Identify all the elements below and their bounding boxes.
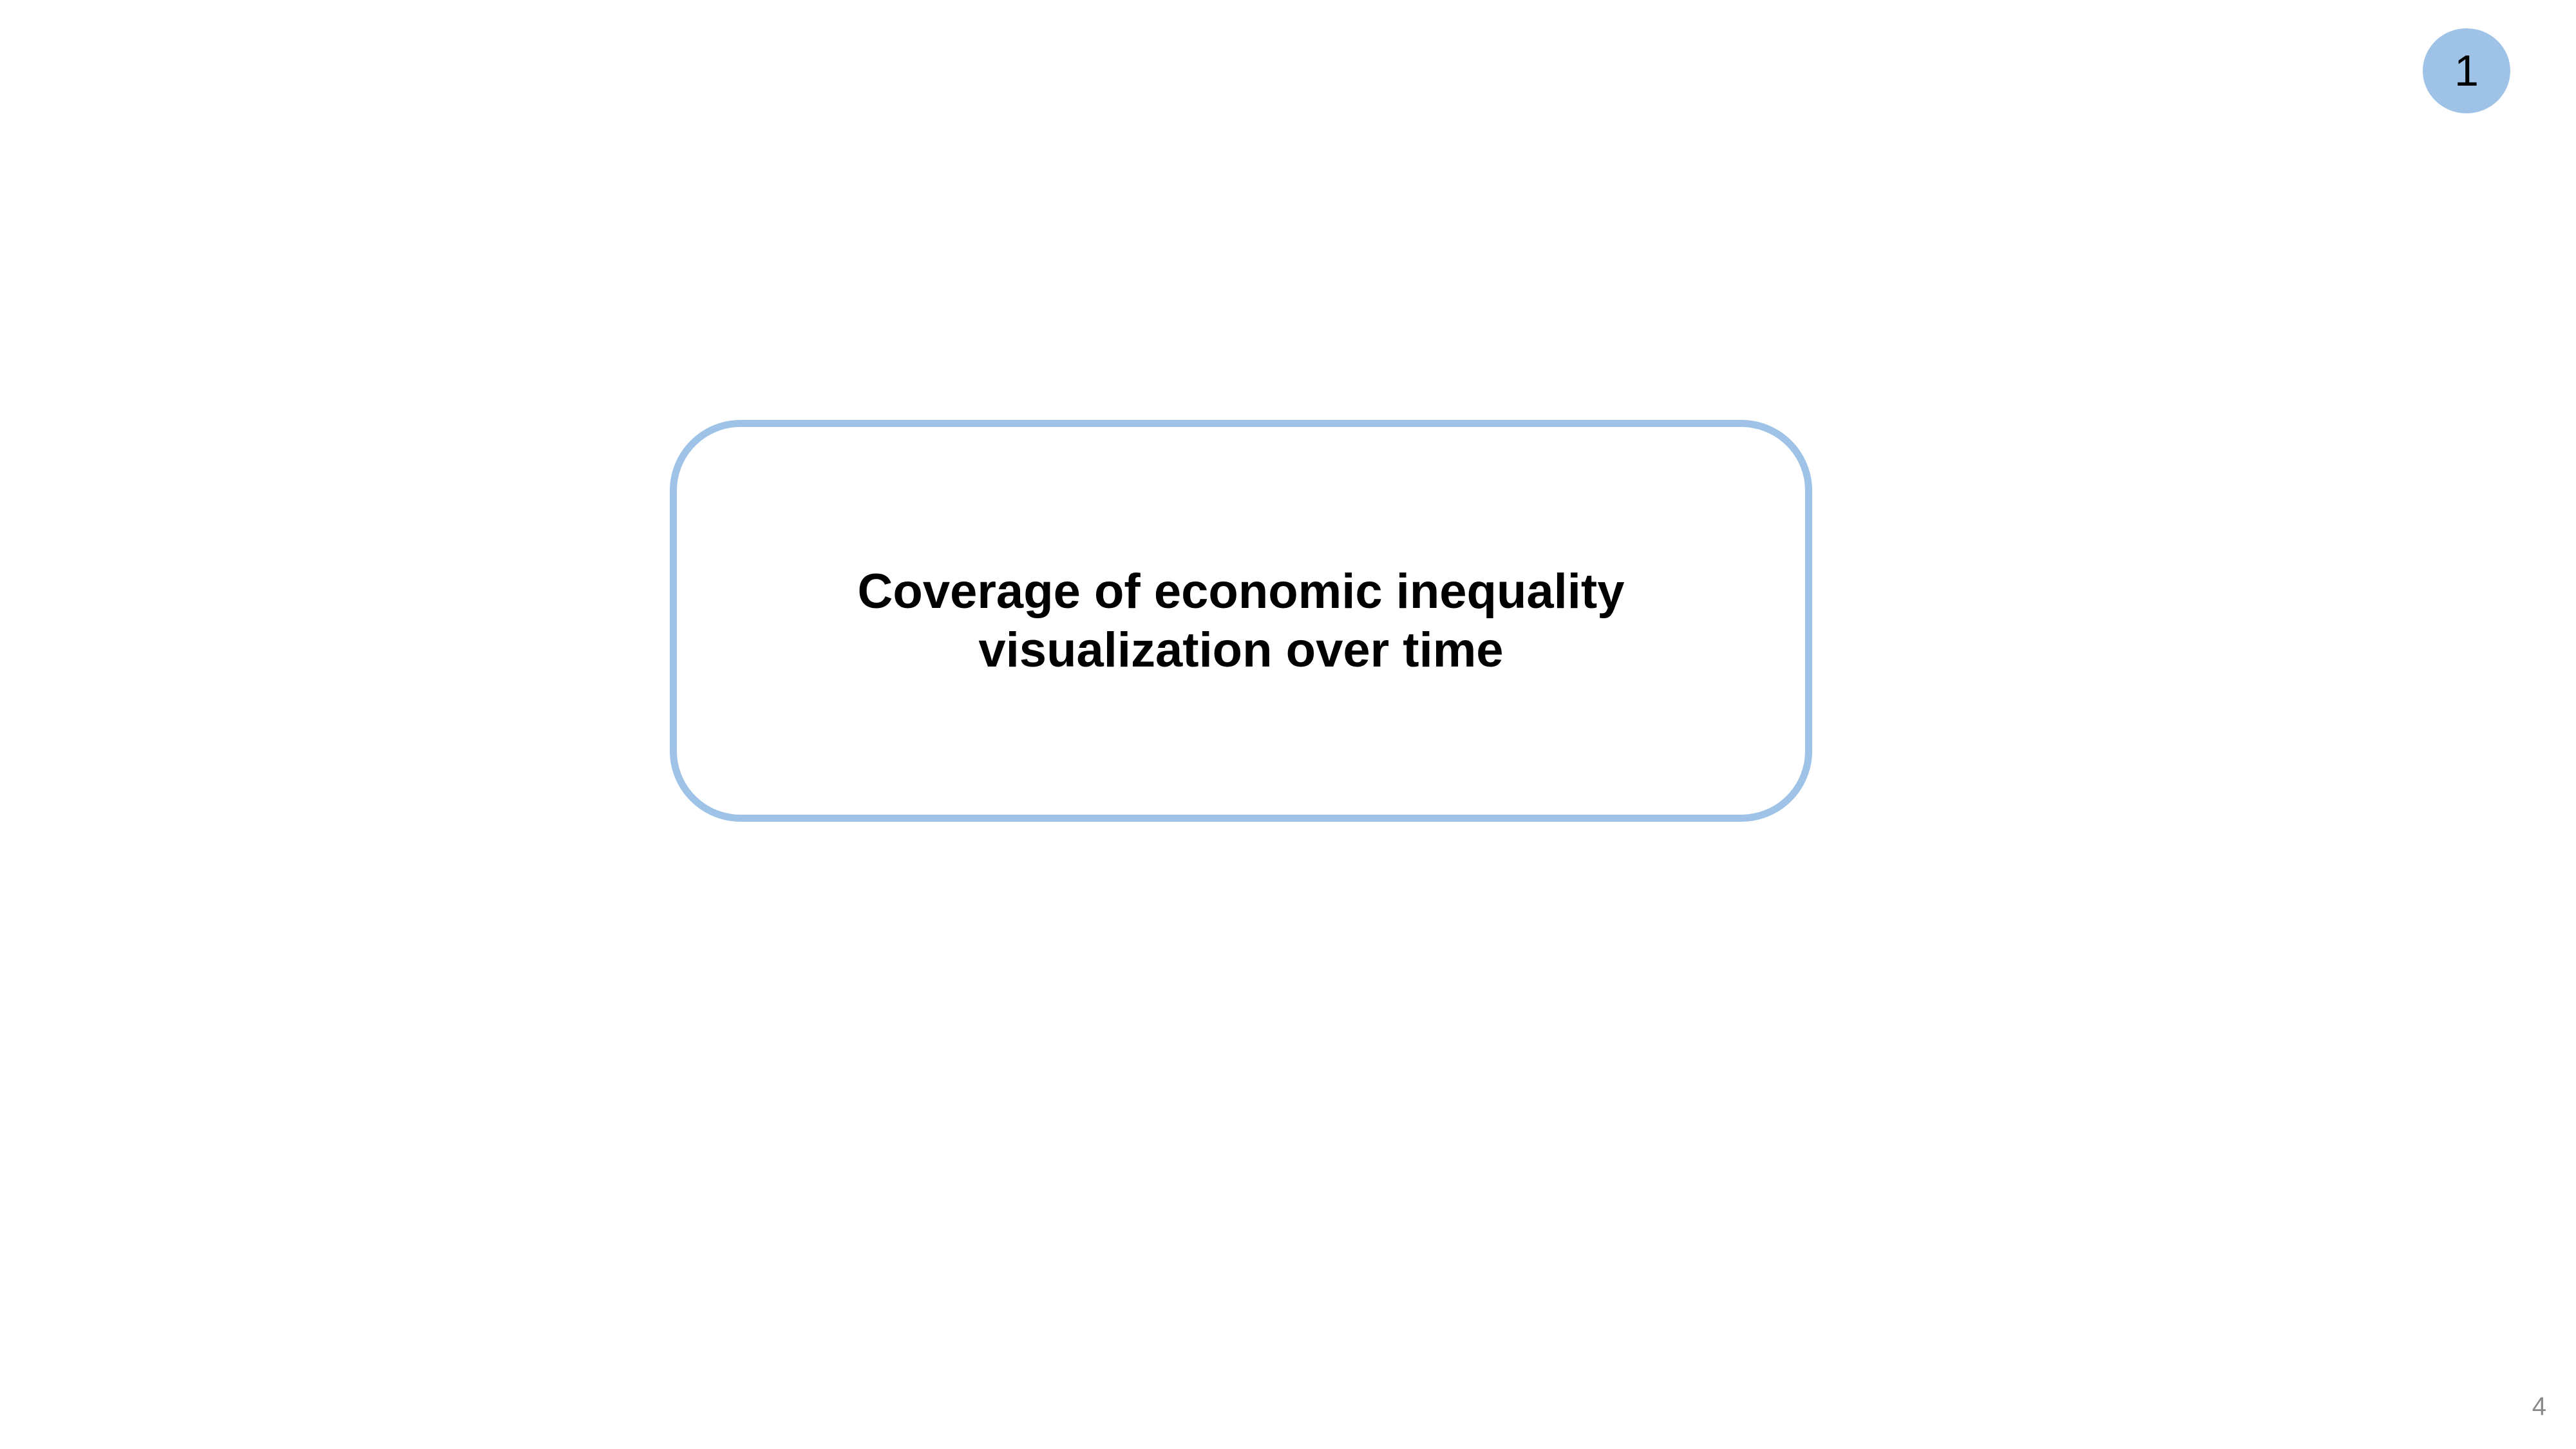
slide-title-line-1: Coverage of economic inequality	[857, 564, 1625, 619]
step-number-badge: 1	[2423, 28, 2510, 113]
step-number: 1	[2454, 46, 2479, 95]
page-number: 4	[2532, 1392, 2546, 1421]
slide-title-line-2: visualization over time	[978, 623, 1504, 677]
title-box: Coverage of economic inequality visualiz…	[670, 420, 1812, 822]
slide-title: Coverage of economic inequality visualiz…	[822, 562, 1660, 679]
